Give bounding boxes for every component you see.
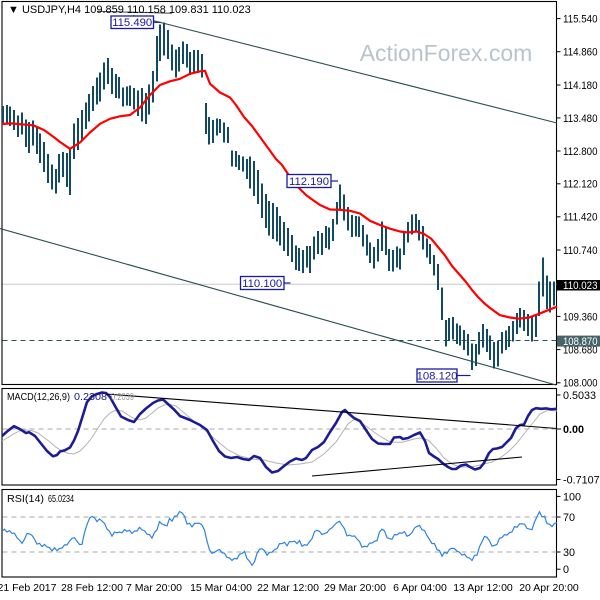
svg-text:7 Mar 20:00: 7 Mar 20:00 <box>126 582 182 594</box>
svg-text:RSI(14): RSI(14) <box>7 493 44 505</box>
svg-text:109.360: 109.360 <box>563 311 598 323</box>
svg-text:15 Mar 04:00: 15 Mar 04:00 <box>190 582 252 594</box>
svg-text:0.00: 0.00 <box>563 424 584 436</box>
svg-text:108.120: 108.120 <box>417 371 458 383</box>
svg-text:28 Feb 12:00: 28 Feb 12:00 <box>61 582 123 594</box>
svg-text:115.540: 115.540 <box>563 14 598 26</box>
svg-text:MACD(12,26,9): MACD(12,26,9) <box>7 391 70 403</box>
svg-text:6 Apr 04:00: 6 Apr 04:00 <box>393 582 447 594</box>
svg-text:22 Mar 12:00: 22 Mar 12:00 <box>257 582 319 594</box>
svg-text:113.480: 113.480 <box>563 113 598 125</box>
svg-text:ActionForex.com: ActionForex.com <box>360 40 533 66</box>
svg-text:70: 70 <box>563 512 575 524</box>
svg-text:0.2039: 0.2039 <box>111 391 134 403</box>
svg-text:100: 100 <box>563 491 581 503</box>
svg-text:20 Apr 20:00: 20 Apr 20:00 <box>519 582 579 594</box>
svg-text:112.120: 112.120 <box>563 179 598 191</box>
svg-text:114.860: 114.860 <box>563 47 598 59</box>
svg-text:110.023: 110.023 <box>563 280 598 292</box>
svg-text:111.420: 111.420 <box>563 212 598 224</box>
svg-text:115.490: 115.490 <box>112 17 152 29</box>
svg-text:-0.7107: -0.7107 <box>563 474 600 486</box>
svg-text:112.800: 112.800 <box>563 146 598 158</box>
svg-text:29 Mar 20:00: 29 Mar 20:00 <box>324 582 386 594</box>
svg-text:110.740: 110.740 <box>563 245 598 257</box>
svg-text:114.180: 114.180 <box>563 80 598 92</box>
svg-text:65.0234: 65.0234 <box>48 493 74 505</box>
svg-text:0.5033: 0.5033 <box>563 390 596 402</box>
svg-text:0: 0 <box>563 564 569 576</box>
svg-text:112.190: 112.190 <box>289 176 329 188</box>
svg-text:21 Feb 2017: 21 Feb 2017 <box>0 582 57 594</box>
svg-text:0.2308: 0.2308 <box>74 391 107 403</box>
svg-text:108.870: 108.870 <box>563 336 598 348</box>
svg-text:13 Apr 12:00: 13 Apr 12:00 <box>453 582 513 594</box>
svg-text:30: 30 <box>563 547 575 559</box>
svg-text:108.000: 108.000 <box>563 378 598 390</box>
svg-text:110.100: 110.100 <box>242 278 282 290</box>
svg-text:▼ USDJPY,H4 109.859 110.158 1: ▼ USDJPY,H4 109.859 110.158 109.831 110.… <box>8 4 251 16</box>
svg-text:108.680: 108.680 <box>563 345 598 357</box>
